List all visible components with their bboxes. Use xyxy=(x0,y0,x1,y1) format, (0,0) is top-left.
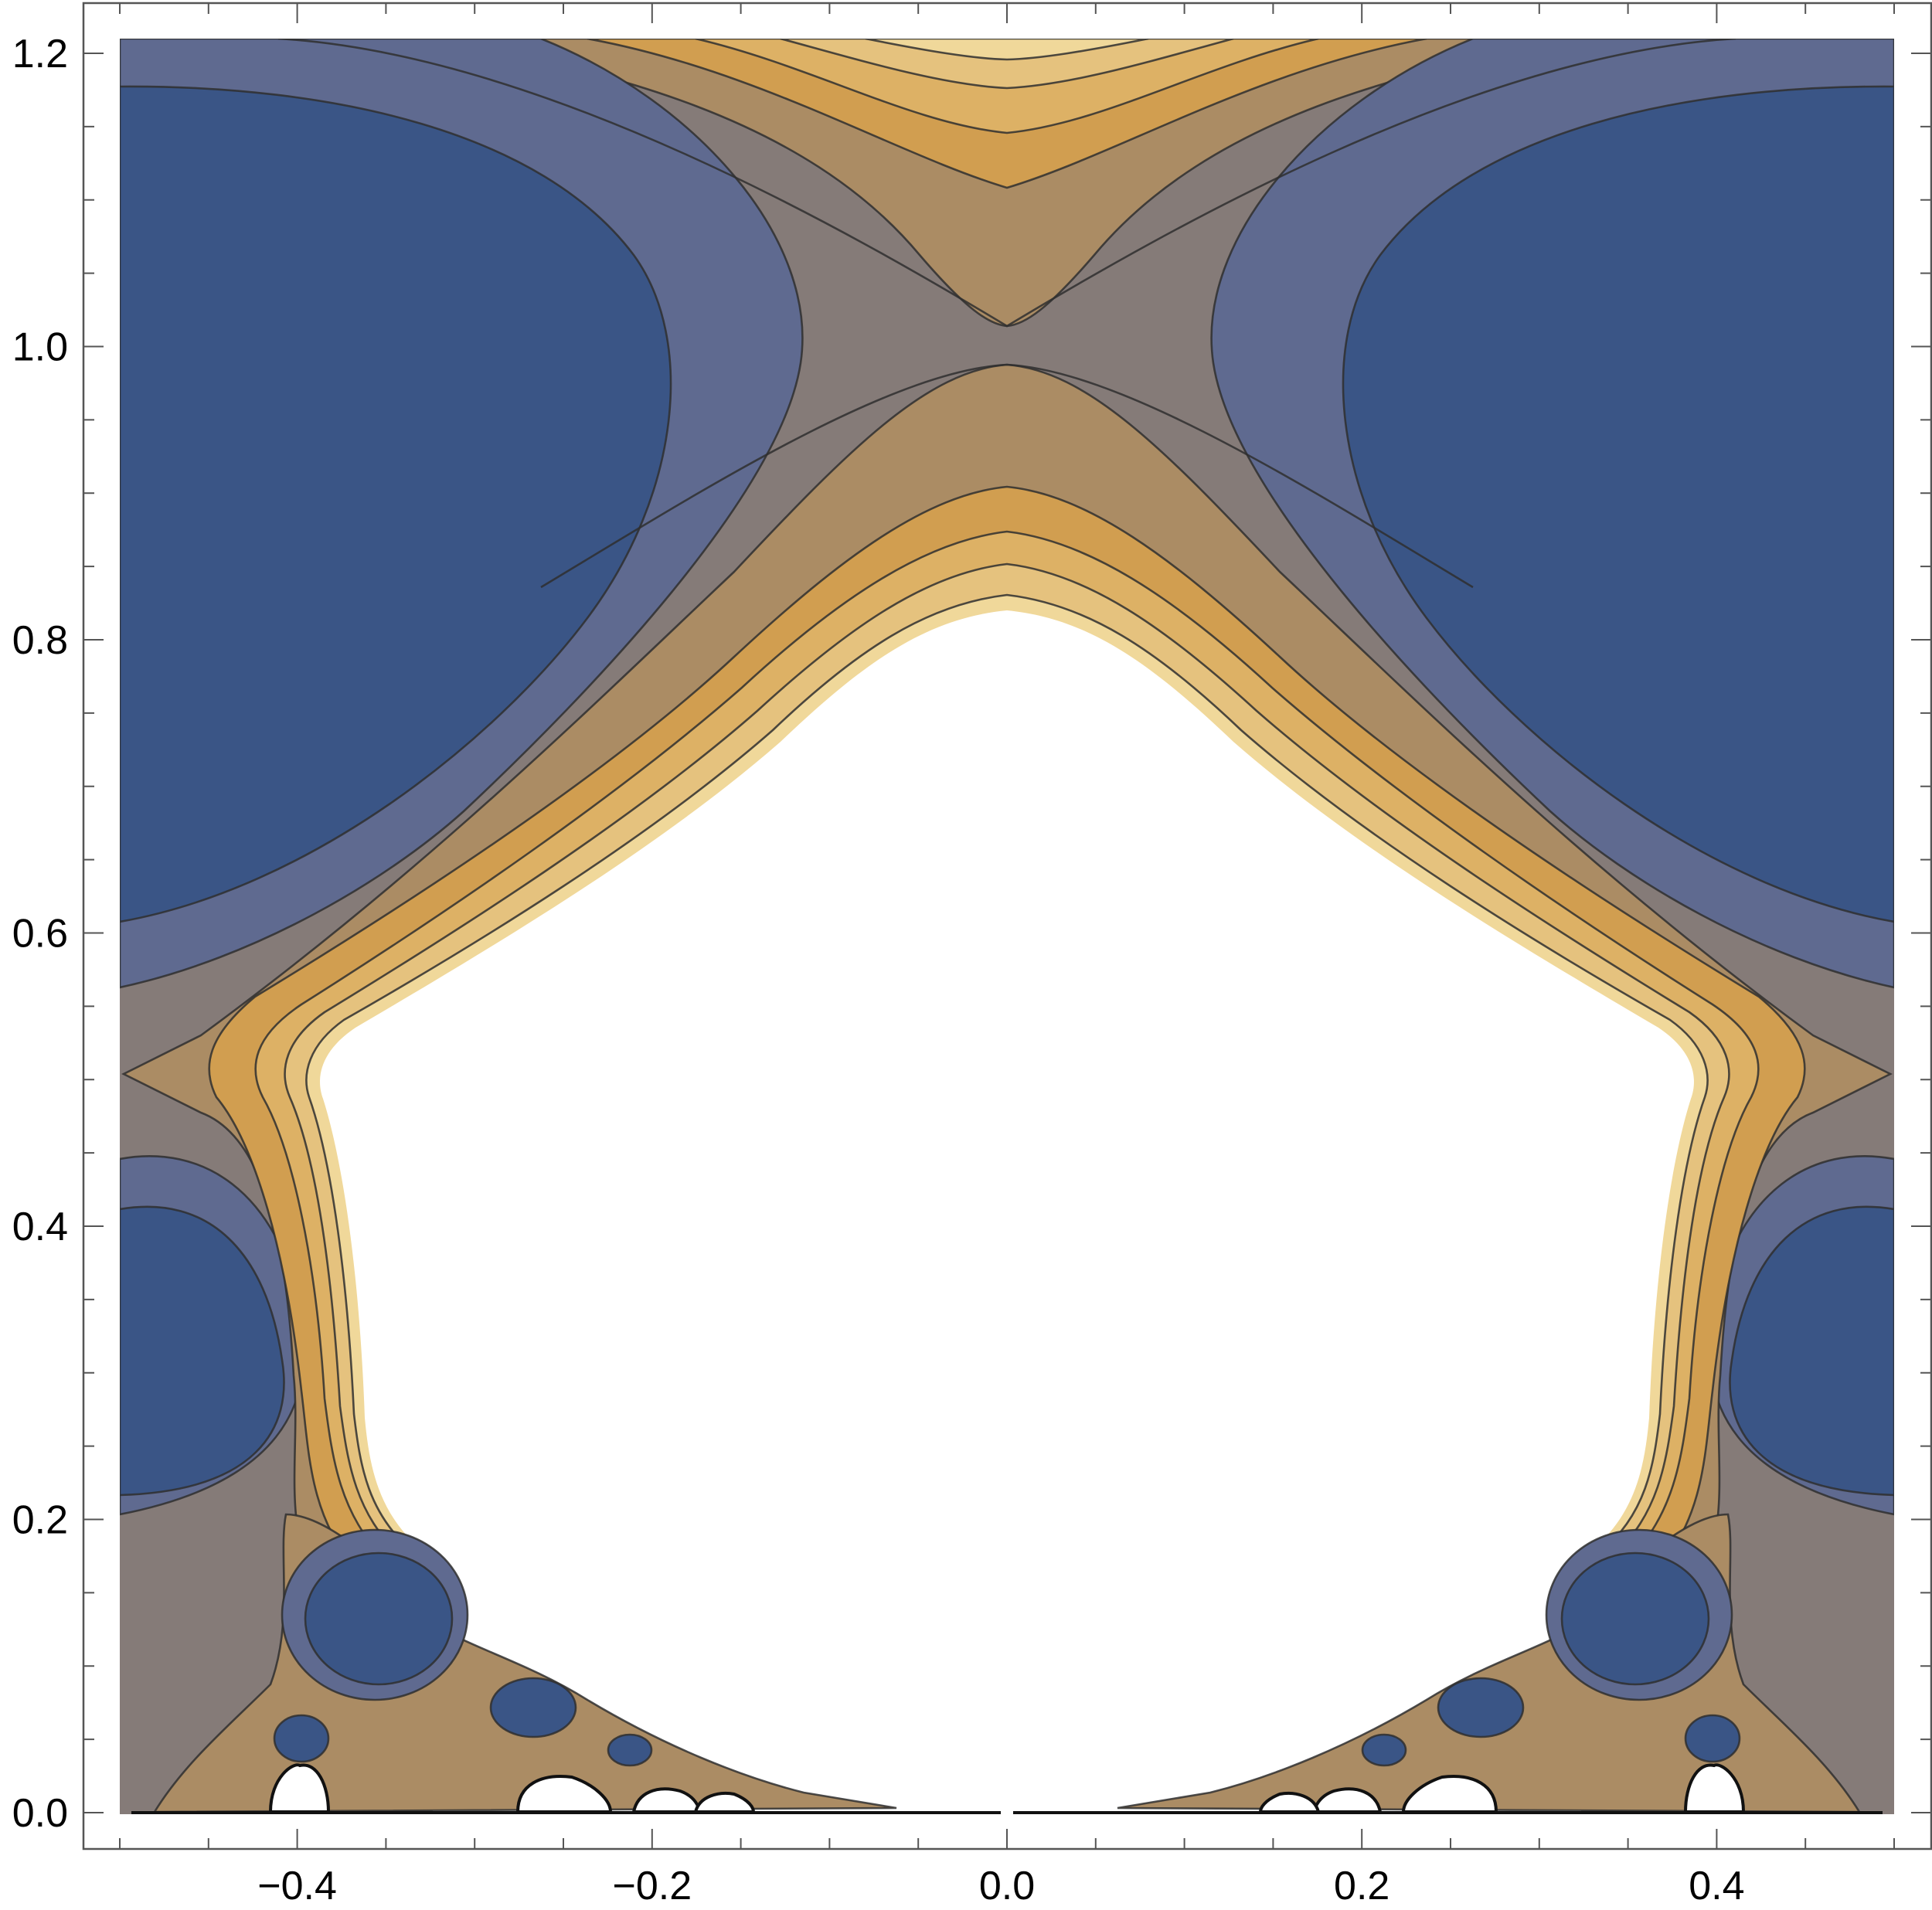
excluded-region xyxy=(320,610,1694,1794)
lobe-left-1-blue xyxy=(304,1551,454,1686)
y-tick-label: 0.8 xyxy=(12,618,68,663)
x-axis-ticks xyxy=(119,3,1895,1849)
y-tick-label: 0.0 xyxy=(12,1791,68,1836)
band-ll-blue xyxy=(120,1205,285,1497)
band-ur-blue xyxy=(1342,85,1894,923)
hole-right-4 xyxy=(1258,1791,1321,1813)
x-tick-label: 0.0 xyxy=(979,1864,1035,1908)
fractal-lobes-right xyxy=(1117,1513,1862,1813)
hole-right-2 xyxy=(1401,1775,1498,1813)
lobe-right-3 xyxy=(1684,1714,1741,1763)
y-tick-label: 1.2 xyxy=(12,32,68,76)
y-axis-ticks xyxy=(83,52,1931,1813)
x-tick-label: −0.2 xyxy=(612,1864,692,1908)
y-tick-label: 1.0 xyxy=(12,325,68,369)
hole-left-1 xyxy=(268,1763,331,1813)
hole-left-4 xyxy=(693,1791,756,1813)
x-axis-tick-labels: −0.4 −0.2 0.0 0.2 0.4 xyxy=(257,1864,1744,1908)
band-lr-blue xyxy=(1729,1205,1894,1497)
saddle-contour-top xyxy=(277,39,1736,328)
contour-field xyxy=(120,39,1894,1814)
fractal-lobes-left xyxy=(152,1513,897,1813)
band-top-light2 xyxy=(780,39,1234,90)
lobe-left-2 xyxy=(489,1677,577,1738)
lobe-right-1-blue xyxy=(1560,1551,1710,1686)
lobe-left-3 xyxy=(273,1714,330,1763)
band-ul-blue xyxy=(120,85,672,923)
band-top-light3 xyxy=(865,39,1149,61)
lobe-left-4 xyxy=(607,1733,653,1767)
hole-left-2 xyxy=(515,1775,613,1813)
saddle-contour-bottom xyxy=(540,363,1474,589)
hole-right-1 xyxy=(1683,1763,1746,1813)
x-tick-label: 0.4 xyxy=(1689,1864,1744,1908)
lobe-right-2 xyxy=(1437,1677,1525,1738)
x-tick-label: 0.2 xyxy=(1334,1864,1389,1908)
y-tick-label: 0.4 xyxy=(12,1205,68,1249)
y-tick-label: 0.2 xyxy=(12,1497,68,1542)
y-axis-tick-labels: 0.0 0.2 0.4 0.6 0.8 1.0 1.2 xyxy=(12,32,68,1836)
y-tick-label: 0.6 xyxy=(12,911,68,956)
x-tick-label: −0.4 xyxy=(257,1864,337,1908)
lobe-right-4 xyxy=(1361,1733,1407,1767)
